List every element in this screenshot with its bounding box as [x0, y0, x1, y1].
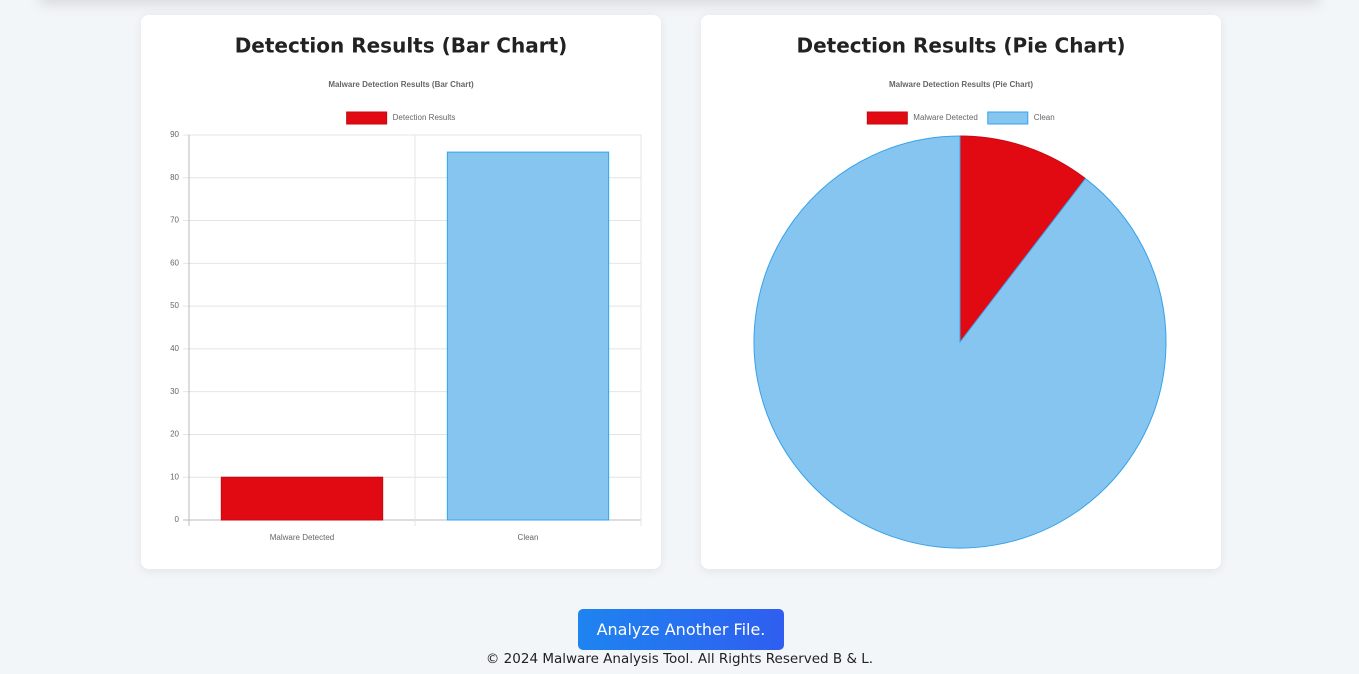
legend-swatch — [987, 111, 1029, 125]
y-tick-label: 10 — [170, 472, 179, 481]
pie-chart: Detection Results (Pie Chart) Malware De… — [753, 34, 1167, 549]
legend-label: Detection Results — [393, 113, 456, 122]
y-tick-label: 70 — [170, 216, 179, 225]
legend-swatch — [346, 111, 388, 125]
y-tick-label: 20 — [170, 430, 179, 439]
bar — [220, 476, 384, 521]
footer: © 2024 Malware Analysis Tool. All Rights… — [485, 651, 874, 667]
pie-card: Detection Results (Pie Chart) Malware De… — [701, 15, 1221, 569]
chart-title: Malware Detection Results (Bar Chart) — [328, 80, 474, 89]
pie-slice — [959, 135, 1087, 344]
legend-swatch — [866, 111, 908, 125]
y-tick-label: 0 — [175, 515, 180, 524]
card-heading: Detection Results (Pie Chart) — [796, 34, 1125, 58]
y-tick-label: 60 — [170, 258, 179, 267]
bar — [446, 151, 610, 521]
legend-label: Clean — [1034, 113, 1055, 122]
x-tick-label: Clean — [518, 533, 539, 542]
y-tick-label: 80 — [170, 173, 179, 182]
pie-slice — [753, 135, 1167, 549]
y-tick-label: 40 — [170, 344, 179, 353]
chart-title: Malware Detection Results (Pie Chart) — [889, 80, 1033, 89]
analyze-button[interactable]: Analyze Another File. — [578, 609, 784, 650]
y-tick-label: 30 — [170, 387, 179, 396]
legend-label: Malware Detected — [913, 113, 977, 122]
card-heading: Detection Results (Bar Chart) — [235, 34, 568, 58]
y-tick-label: 90 — [170, 130, 179, 139]
x-tick-label: Malware Detected — [270, 533, 334, 542]
bar-card: Detection Results (Bar Chart) Malware De… — [141, 15, 661, 569]
y-tick-label: 50 — [170, 301, 179, 310]
bar-chart: Detection Results (Bar Chart) Malware De… — [170, 34, 642, 542]
